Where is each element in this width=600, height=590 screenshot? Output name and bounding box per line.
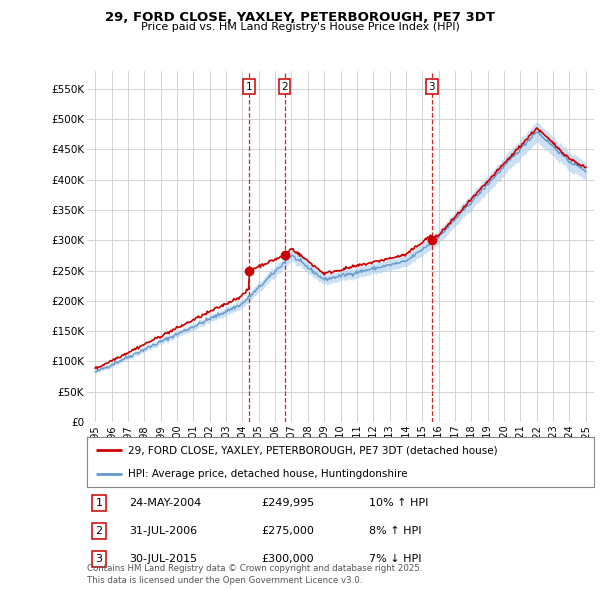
Text: 31-JUL-2006: 31-JUL-2006 <box>129 526 197 536</box>
Text: 2: 2 <box>95 526 103 536</box>
Text: 7% ↓ HPI: 7% ↓ HPI <box>369 555 421 564</box>
Text: 30-JUL-2015: 30-JUL-2015 <box>129 555 197 564</box>
Text: £300,000: £300,000 <box>261 555 314 564</box>
Text: 3: 3 <box>95 555 103 564</box>
Text: Contains HM Land Registry data © Crown copyright and database right 2025.
This d: Contains HM Land Registry data © Crown c… <box>87 565 422 585</box>
Text: 24-MAY-2004: 24-MAY-2004 <box>129 498 201 507</box>
Text: 10% ↑ HPI: 10% ↑ HPI <box>369 498 428 507</box>
Text: Price paid vs. HM Land Registry's House Price Index (HPI): Price paid vs. HM Land Registry's House … <box>140 22 460 32</box>
Text: 1: 1 <box>95 498 103 507</box>
Text: HPI: Average price, detached house, Huntingdonshire: HPI: Average price, detached house, Hunt… <box>128 469 407 479</box>
Text: £275,000: £275,000 <box>261 526 314 536</box>
Text: 8% ↑ HPI: 8% ↑ HPI <box>369 526 421 536</box>
Text: 29, FORD CLOSE, YAXLEY, PETERBOROUGH, PE7 3DT: 29, FORD CLOSE, YAXLEY, PETERBOROUGH, PE… <box>105 11 495 24</box>
Text: 29, FORD CLOSE, YAXLEY, PETERBOROUGH, PE7 3DT (detached house): 29, FORD CLOSE, YAXLEY, PETERBOROUGH, PE… <box>128 445 497 455</box>
Text: £249,995: £249,995 <box>261 498 314 507</box>
Text: 1: 1 <box>245 81 252 91</box>
Text: 2: 2 <box>281 81 288 91</box>
Text: 3: 3 <box>428 81 435 91</box>
